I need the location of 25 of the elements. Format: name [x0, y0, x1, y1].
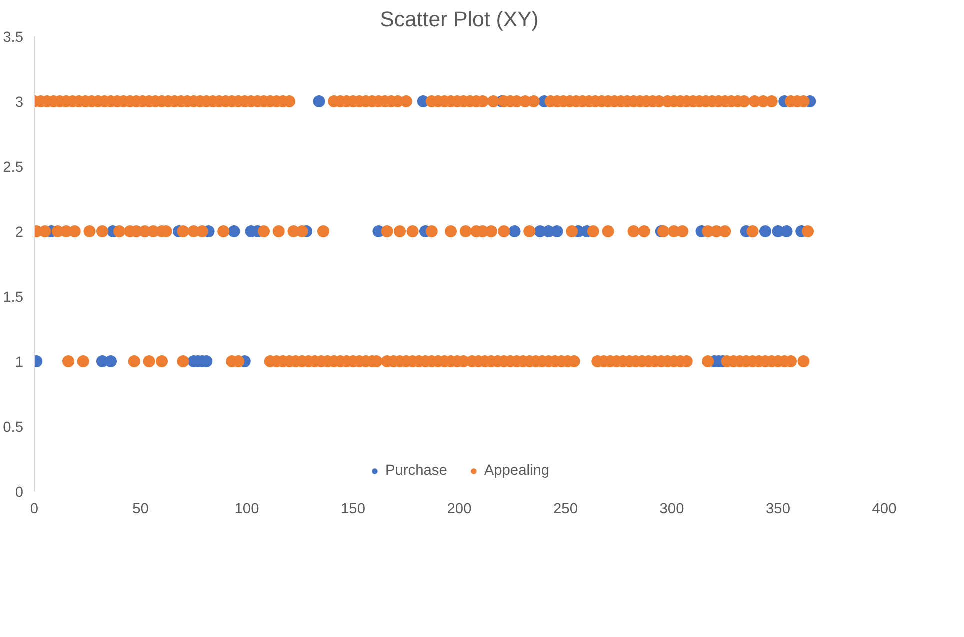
- y-tick-label: 2.5: [3, 160, 24, 176]
- y-tick-label: 3: [15, 95, 24, 111]
- x-tick-label: 100: [234, 502, 260, 518]
- x-tick-label: 200: [447, 502, 472, 518]
- y-tick-label: 2: [15, 225, 24, 241]
- x-tick-label: 150: [341, 502, 366, 518]
- y-tick-label: 0: [15, 485, 24, 501]
- point: [760, 226, 772, 238]
- x-tick-label: 50: [132, 502, 149, 518]
- chart-title: Scatter Plot (XY): [380, 8, 539, 32]
- x-tick-label: 250: [554, 502, 578, 518]
- point: [508, 226, 521, 238]
- x-tick-label: 0: [30, 502, 39, 518]
- y-tick-label: 1: [15, 355, 24, 371]
- x-tick-label: 300: [660, 502, 684, 518]
- x-tick-label: 400: [872, 502, 897, 518]
- y-tick-label: 1.5: [3, 290, 24, 306]
- x-tick-label: 350: [766, 502, 790, 518]
- point: [313, 96, 326, 108]
- legend-label: Appealing: [484, 463, 550, 479]
- y-tick-label: 3.5: [3, 30, 24, 46]
- legend-label: Purchase: [385, 463, 448, 479]
- point: [105, 356, 117, 368]
- y-tick-label: 0.5: [3, 420, 24, 436]
- point: [228, 226, 240, 238]
